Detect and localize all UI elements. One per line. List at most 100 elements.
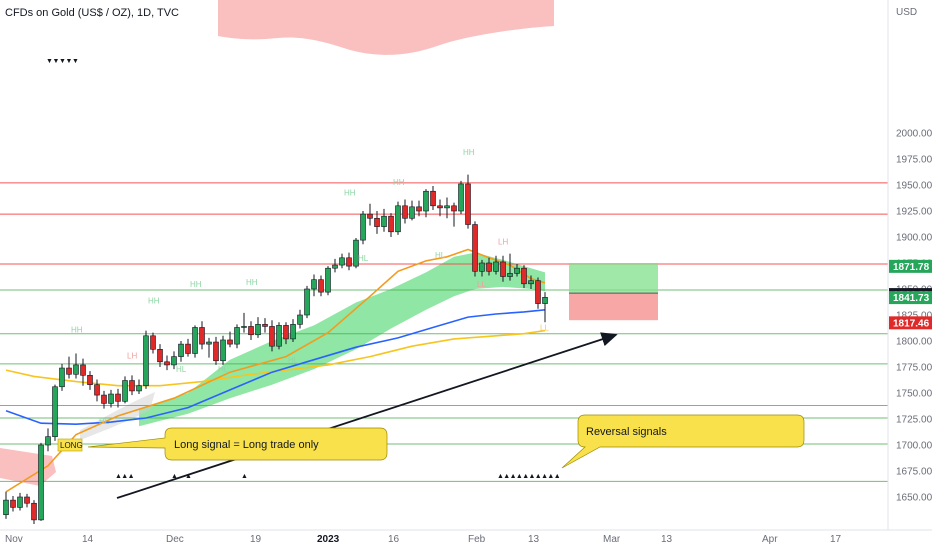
candle-body: [423, 190, 429, 212]
candle[interactable]: [535, 277, 541, 309]
candle[interactable]: [157, 344, 163, 367]
candle[interactable]: [318, 275, 324, 297]
candle[interactable]: [136, 379, 142, 395]
candle[interactable]: [367, 203, 373, 226]
candle[interactable]: [388, 213, 394, 237]
candle[interactable]: [45, 428, 51, 452]
candle[interactable]: [115, 388, 121, 408]
callout-reversal-text: Reversal signals: [586, 426, 667, 438]
candle[interactable]: [255, 317, 261, 338]
candle[interactable]: [17, 492, 23, 511]
candle[interactable]: [339, 253, 345, 269]
candle[interactable]: [346, 252, 352, 271]
candle-body: [416, 206, 422, 212]
candle[interactable]: [31, 500, 37, 525]
candle[interactable]: [395, 201, 401, 235]
candle[interactable]: [66, 356, 72, 379]
x-tick-label: Apr: [762, 534, 778, 545]
y-tick-label: 1900.00: [896, 233, 932, 244]
candle-body: [17, 496, 23, 508]
candle[interactable]: [381, 208, 387, 232]
candle[interactable]: [423, 189, 429, 218]
candle[interactable]: [171, 351, 177, 370]
candle-body: [59, 367, 65, 388]
candle[interactable]: [129, 375, 135, 396]
candle[interactable]: [122, 376, 128, 404]
candle[interactable]: [73, 353, 79, 379]
candle[interactable]: [150, 332, 156, 354]
candle[interactable]: [80, 358, 86, 386]
candle[interactable]: [276, 322, 282, 350]
x-tick-label: 13: [528, 534, 540, 545]
candle[interactable]: [108, 389, 114, 408]
candle-body: [318, 279, 324, 293]
candle[interactable]: [528, 275, 534, 289]
candle[interactable]: [311, 274, 317, 297]
candle[interactable]: [325, 266, 331, 296]
candle[interactable]: [500, 255, 506, 282]
candle[interactable]: [297, 309, 303, 329]
candle[interactable]: [451, 202, 457, 227]
candle[interactable]: [101, 390, 107, 409]
candle[interactable]: [269, 320, 275, 352]
candle[interactable]: [213, 336, 219, 365]
candle[interactable]: [206, 337, 212, 358]
candle[interactable]: [507, 253, 513, 281]
candle[interactable]: [234, 324, 240, 349]
candle[interactable]: [409, 200, 415, 221]
candle[interactable]: [465, 174, 471, 229]
candle[interactable]: [493, 255, 499, 275]
candle[interactable]: [353, 238, 359, 269]
candle[interactable]: [360, 211, 366, 245]
position-stop-zone[interactable]: [569, 293, 658, 321]
candle-body: [430, 190, 436, 207]
candle[interactable]: [52, 384, 58, 441]
candle[interactable]: [248, 321, 254, 340]
candle[interactable]: [94, 379, 100, 402]
candle[interactable]: [87, 371, 93, 390]
swing-label: HH: [463, 148, 475, 157]
candle[interactable]: [444, 197, 450, 219]
candle[interactable]: [458, 180, 464, 215]
candle[interactable]: [24, 493, 30, 508]
candle[interactable]: [521, 265, 527, 288]
candle[interactable]: [220, 335, 226, 365]
candle[interactable]: [486, 257, 492, 276]
candle[interactable]: [304, 285, 310, 319]
candle[interactable]: [10, 495, 16, 512]
candle[interactable]: [59, 363, 65, 391]
candle[interactable]: [514, 264, 520, 277]
position-target-zone[interactable]: [569, 263, 658, 294]
candle[interactable]: [241, 312, 247, 333]
candle[interactable]: [227, 331, 233, 348]
candle[interactable]: [402, 199, 408, 224]
candle[interactable]: [437, 199, 443, 217]
candle[interactable]: [262, 318, 268, 333]
x-tick-label: Mar: [603, 534, 621, 545]
candle[interactable]: [332, 258, 338, 273]
candle[interactable]: [542, 292, 548, 323]
y-tick-label: 1700.00: [896, 441, 932, 452]
candle[interactable]: [290, 319, 296, 343]
candle[interactable]: [374, 211, 380, 234]
candle[interactable]: [283, 322, 289, 345]
candle-body: [171, 356, 177, 366]
candle[interactable]: [472, 221, 478, 277]
candle[interactable]: [164, 355, 170, 371]
candle[interactable]: [3, 491, 9, 519]
candle-body: [402, 205, 408, 219]
candle[interactable]: [192, 325, 198, 358]
candle[interactable]: [479, 259, 485, 277]
candle[interactable]: [185, 338, 191, 357]
candle-body: [220, 339, 226, 362]
candle[interactable]: [178, 341, 184, 362]
candle[interactable]: [416, 200, 422, 217]
candle[interactable]: [38, 442, 44, 521]
candle[interactable]: [199, 321, 205, 350]
candle-body: [94, 384, 100, 396]
candle[interactable]: [430, 186, 436, 210]
swing-label: HL: [99, 417, 110, 426]
price-tag-box: [889, 259, 932, 273]
candle[interactable]: [143, 330, 149, 389]
